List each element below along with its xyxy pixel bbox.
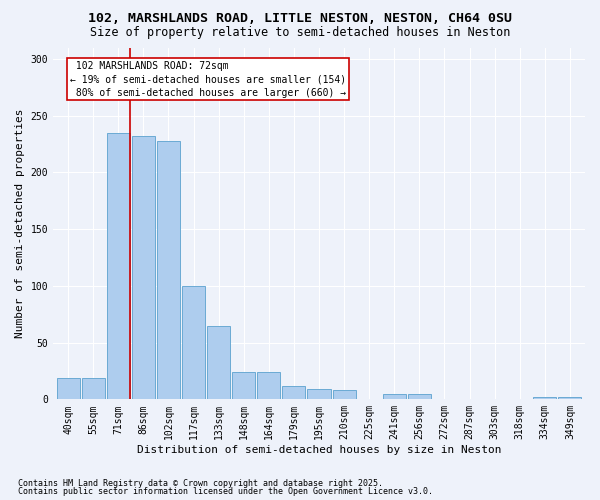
Bar [56, 378, 80, 400]
Bar [559, 397, 581, 400]
Bar [332, 390, 356, 400]
Bar [383, 394, 406, 400]
Text: Size of property relative to semi-detached houses in Neston: Size of property relative to semi-detach… [90, 26, 510, 39]
Bar [82, 378, 105, 400]
Bar [157, 140, 180, 400]
Bar [182, 286, 205, 400]
Bar [107, 132, 130, 400]
Bar [283, 386, 305, 400]
Bar [207, 326, 230, 400]
Bar [408, 394, 431, 400]
Bar [307, 389, 331, 400]
Text: Contains public sector information licensed under the Open Government Licence v3: Contains public sector information licen… [18, 487, 433, 496]
Text: 102 MARSHLANDS ROAD: 72sqm
← 19% of semi-detached houses are smaller (154)
 80% : 102 MARSHLANDS ROAD: 72sqm ← 19% of semi… [70, 61, 346, 98]
Bar [533, 397, 556, 400]
X-axis label: Distribution of semi-detached houses by size in Neston: Distribution of semi-detached houses by … [137, 445, 501, 455]
Text: 102, MARSHLANDS ROAD, LITTLE NESTON, NESTON, CH64 0SU: 102, MARSHLANDS ROAD, LITTLE NESTON, NES… [88, 12, 512, 26]
Bar [257, 372, 280, 400]
Text: Contains HM Land Registry data © Crown copyright and database right 2025.: Contains HM Land Registry data © Crown c… [18, 478, 383, 488]
Y-axis label: Number of semi-detached properties: Number of semi-detached properties [15, 108, 25, 338]
Bar [132, 136, 155, 400]
Bar [232, 372, 255, 400]
